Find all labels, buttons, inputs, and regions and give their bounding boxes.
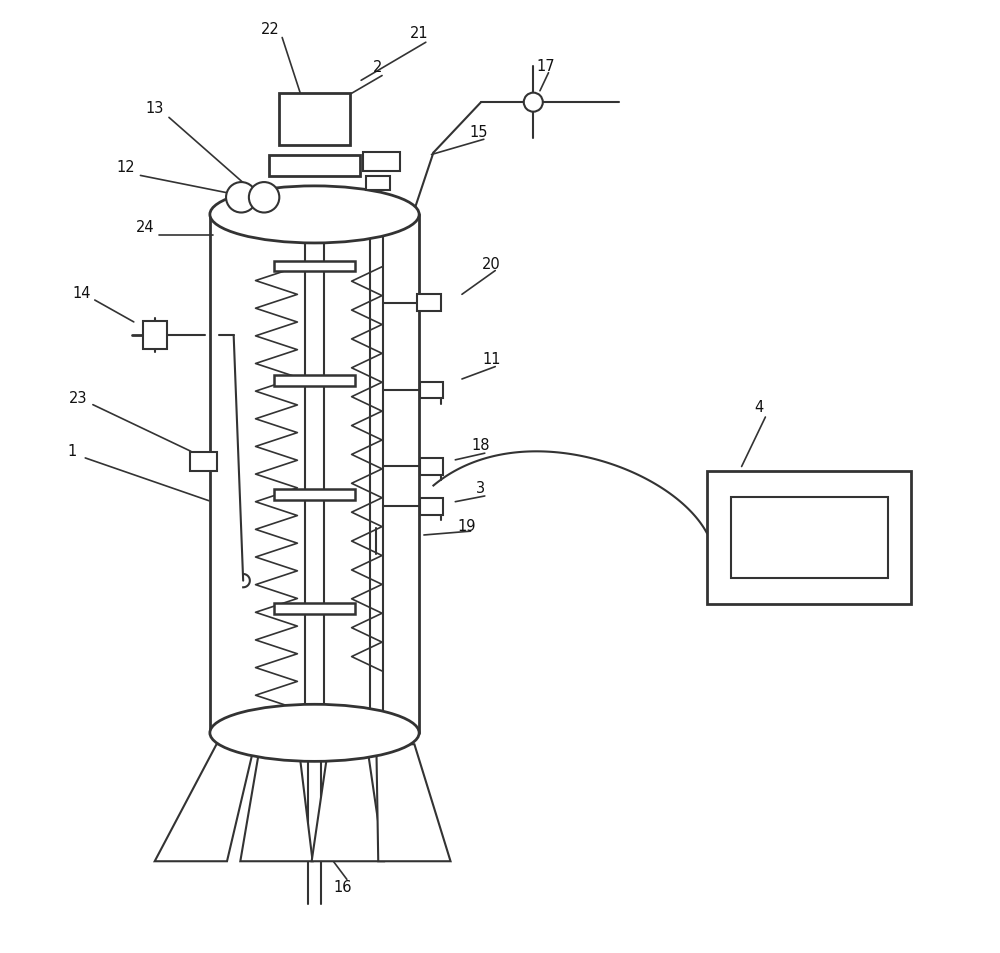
Circle shape bbox=[524, 93, 543, 112]
Bar bbox=[420, 459, 443, 476]
Text: 11: 11 bbox=[482, 352, 501, 367]
Text: 23: 23 bbox=[69, 390, 88, 405]
Text: 16: 16 bbox=[334, 880, 352, 895]
Text: 4: 4 bbox=[754, 399, 763, 415]
Text: 20: 20 bbox=[482, 257, 501, 273]
Bar bbox=[190, 453, 217, 472]
Circle shape bbox=[249, 183, 279, 213]
Text: 19: 19 bbox=[457, 518, 476, 534]
Text: 21: 21 bbox=[410, 26, 428, 41]
Bar bbox=[363, 152, 400, 172]
Bar bbox=[731, 497, 888, 578]
Text: 22: 22 bbox=[260, 23, 279, 37]
Text: 13: 13 bbox=[146, 101, 164, 116]
Text: 18: 18 bbox=[472, 437, 490, 453]
Text: 17: 17 bbox=[536, 58, 555, 73]
Bar bbox=[143, 321, 167, 350]
Text: 12: 12 bbox=[117, 160, 135, 175]
Text: 2: 2 bbox=[373, 60, 382, 75]
Text: 3: 3 bbox=[476, 480, 486, 496]
Ellipse shape bbox=[210, 704, 419, 761]
Bar bbox=[269, 156, 360, 177]
Bar bbox=[417, 295, 441, 313]
Bar bbox=[420, 498, 443, 515]
Bar bbox=[274, 490, 355, 500]
Bar bbox=[274, 262, 355, 273]
Polygon shape bbox=[312, 744, 384, 862]
Bar bbox=[274, 604, 355, 615]
Bar bbox=[707, 472, 911, 605]
Text: 15: 15 bbox=[470, 125, 488, 140]
Bar bbox=[420, 383, 443, 399]
Circle shape bbox=[226, 183, 256, 213]
Polygon shape bbox=[155, 744, 255, 862]
Bar bbox=[274, 375, 355, 386]
Bar bbox=[366, 176, 390, 191]
Text: 24: 24 bbox=[136, 220, 155, 235]
Text: 1: 1 bbox=[67, 443, 77, 458]
Ellipse shape bbox=[210, 187, 419, 244]
Polygon shape bbox=[376, 744, 451, 862]
Bar bbox=[279, 94, 350, 147]
Polygon shape bbox=[240, 744, 313, 862]
Text: 14: 14 bbox=[72, 286, 91, 300]
